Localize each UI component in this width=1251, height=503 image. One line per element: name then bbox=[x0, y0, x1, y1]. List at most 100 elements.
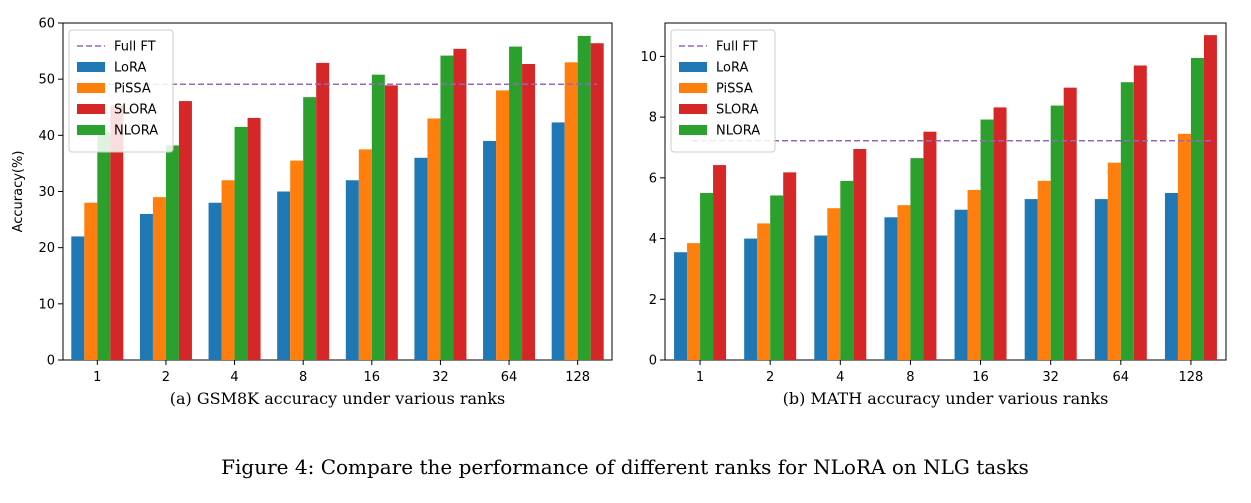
legend-label-pissa: PiSSA bbox=[114, 82, 151, 97]
legend-label-slora: SLORA bbox=[114, 103, 157, 118]
y-tick-label: 6 bbox=[649, 171, 657, 186]
x-tick-label: 64 bbox=[1113, 370, 1130, 385]
bar-pissa-rank-8 bbox=[897, 205, 911, 360]
y-tick-label: 10 bbox=[640, 50, 657, 65]
bar-nlora-rank-32 bbox=[1050, 105, 1064, 361]
bar-nlora-rank-1 bbox=[700, 193, 714, 360]
x-tick-label: 32 bbox=[432, 370, 449, 385]
bar-lora-rank-128 bbox=[551, 122, 565, 360]
bar-nlora-rank-2 bbox=[165, 145, 179, 360]
bar-nlora-rank-8 bbox=[910, 158, 924, 360]
legend-label-lora: LoRA bbox=[716, 61, 748, 76]
chart-panel-gsm8k: 0 10 20 30 40 50 60 Accuracy(%) 1 2 4 8 16 32 64 128 Ful… bbox=[11, 17, 613, 408]
bar-lora-rank-8 bbox=[884, 217, 898, 360]
bar-lora-rank-4 bbox=[208, 202, 222, 360]
y-tick-label: 30 bbox=[38, 185, 55, 200]
legend-box bbox=[68, 29, 174, 153]
bar-pissa-rank-2 bbox=[757, 223, 771, 360]
bar-pissa-rank-32 bbox=[1037, 180, 1051, 360]
bar-lora-rank-1 bbox=[71, 236, 85, 360]
bar-nlora-rank-64 bbox=[509, 46, 523, 361]
x-tick-label: 1 bbox=[93, 370, 101, 385]
bar-lora-rank-16 bbox=[345, 180, 359, 360]
bar-lora-rank-8 bbox=[277, 191, 291, 360]
bar-pissa-rank-64 bbox=[496, 90, 510, 361]
bar-nlora-rank-64 bbox=[1120, 82, 1134, 361]
bar-slora-rank-16 bbox=[993, 107, 1007, 361]
bar-nlora-rank-2 bbox=[770, 195, 784, 360]
x-tick-label: 1 bbox=[696, 370, 704, 385]
legend-label-nlora: NLORA bbox=[716, 124, 760, 139]
bar-pissa-rank-16 bbox=[967, 189, 981, 360]
legend-swatch-slora bbox=[77, 104, 105, 114]
bar-lora-rank-32 bbox=[1024, 199, 1038, 360]
bar-slora-rank-16 bbox=[384, 85, 398, 360]
legend-box bbox=[670, 29, 776, 153]
legend-swatch-nlora bbox=[679, 125, 707, 135]
panel-caption: (a) GSM8K accuracy under various ranks bbox=[170, 389, 506, 408]
x-tick-label: 2 bbox=[162, 370, 170, 385]
bar-slora-rank-64 bbox=[522, 64, 536, 361]
bar-pissa-rank-2 bbox=[152, 197, 166, 360]
legend-swatch-slora bbox=[679, 104, 707, 114]
x-tick-label: 4 bbox=[230, 370, 238, 385]
y-tick-label: 2 bbox=[649, 293, 657, 308]
legend-label-pissa: PiSSA bbox=[716, 82, 753, 97]
bar-pissa-rank-64 bbox=[1107, 162, 1121, 360]
bar-nlora-rank-16 bbox=[371, 74, 385, 360]
bar-slora-rank-32 bbox=[1063, 87, 1077, 360]
bar-pissa-rank-1 bbox=[687, 243, 701, 360]
bar-slora-rank-128 bbox=[590, 43, 604, 360]
legend-swatch-pissa bbox=[77, 83, 105, 93]
bar-lora-rank-128 bbox=[1164, 193, 1178, 360]
bar-pissa-rank-16 bbox=[358, 149, 372, 360]
legend-swatch-nlora bbox=[77, 125, 105, 135]
bar-lora-rank-32 bbox=[414, 157, 428, 360]
bar-lora-rank-2 bbox=[139, 213, 153, 360]
legend-swatch-pissa bbox=[679, 83, 707, 93]
bar-nlora-rank-16 bbox=[980, 119, 994, 360]
x-tick-label: 16 bbox=[364, 370, 381, 385]
y-tick-label: 40 bbox=[38, 129, 55, 144]
y-tick-label: 8 bbox=[649, 111, 657, 126]
x-tick-label: 128 bbox=[1179, 370, 1204, 385]
bar-pissa-rank-8 bbox=[290, 160, 304, 360]
bar-lora-rank-2 bbox=[744, 238, 758, 360]
bar-pissa-rank-4 bbox=[221, 180, 235, 360]
bar-nlora-rank-4 bbox=[840, 180, 854, 360]
bar-nlora-rank-128 bbox=[1190, 57, 1204, 360]
x-tick-label: 8 bbox=[906, 370, 914, 385]
x-tick-label: 4 bbox=[836, 370, 844, 385]
legend-label-slora: SLORA bbox=[716, 103, 759, 118]
y-tick-label: 50 bbox=[38, 73, 55, 88]
x-tick-label: 8 bbox=[299, 370, 307, 385]
legend-swatch-lora bbox=[77, 62, 105, 72]
legend-label-full-ft: Full FT bbox=[716, 40, 758, 55]
bar-slora-rank-128 bbox=[1203, 35, 1217, 361]
bar-lora-rank-64 bbox=[483, 140, 497, 360]
x-tick-label: 16 bbox=[972, 370, 989, 385]
y-tick-label: 20 bbox=[38, 241, 55, 256]
bar-lora-rank-4 bbox=[814, 235, 828, 360]
y-axis-label: Accuracy(%) bbox=[11, 151, 26, 233]
plot-frame bbox=[664, 22, 1227, 361]
legend-label-nlora: NLORA bbox=[114, 124, 158, 139]
y-tick-label: 4 bbox=[649, 232, 657, 247]
bar-slora-rank-8 bbox=[316, 62, 330, 361]
bar-pissa-rank-1 bbox=[84, 202, 98, 360]
bar-slora-rank-2 bbox=[178, 101, 192, 361]
bar-slora-rank-8 bbox=[923, 131, 937, 360]
legend-swatch-lora bbox=[679, 62, 707, 72]
bar-nlora-rank-128 bbox=[577, 35, 591, 360]
figure-caption: Figure 4: Compare the performance of dif… bbox=[221, 455, 1029, 479]
bar-nlora-rank-4 bbox=[234, 126, 248, 361]
bar-nlora-rank-8 bbox=[303, 97, 317, 360]
bar-slora-rank-64 bbox=[1133, 65, 1147, 360]
bar-slora-rank-4 bbox=[853, 148, 867, 360]
bar-slora-rank-32 bbox=[453, 48, 467, 360]
y-tick-label: 0 bbox=[649, 354, 657, 369]
panel-caption: (b) MATH accuracy under various ranks bbox=[783, 389, 1109, 408]
